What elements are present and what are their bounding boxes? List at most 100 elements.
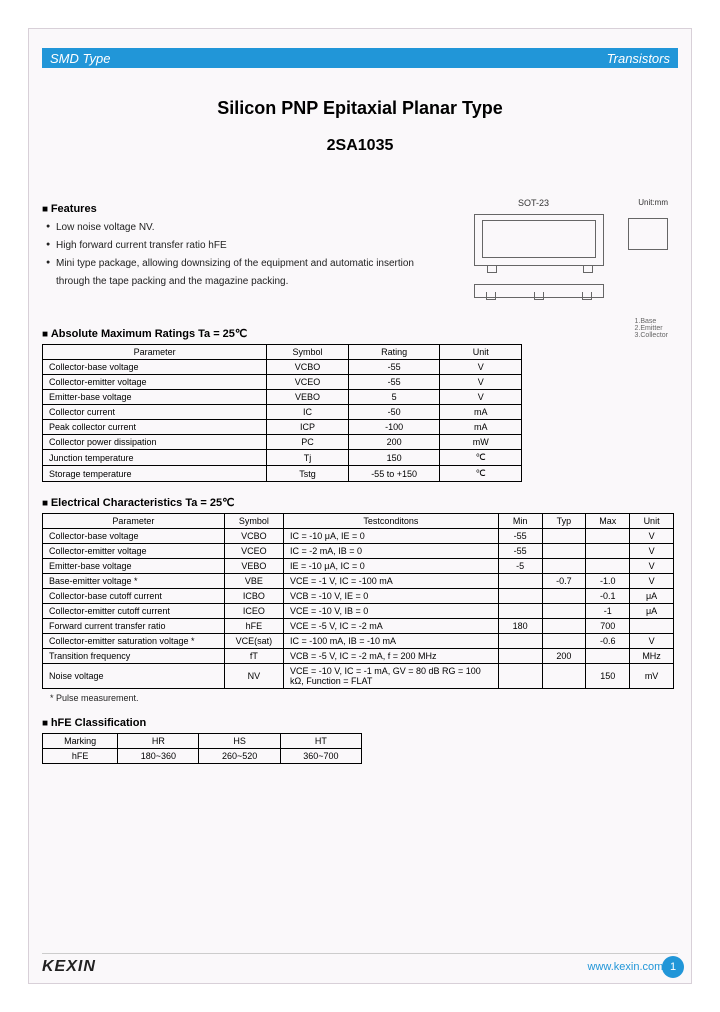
content: Silicon PNP Epitaxial Planar Type 2SA103… bbox=[42, 80, 678, 952]
cell bbox=[498, 574, 542, 589]
cell: -0.6 bbox=[586, 634, 630, 649]
cell: VBE bbox=[224, 574, 283, 589]
page-title: Silicon PNP Epitaxial Planar Type bbox=[42, 98, 678, 119]
cell: VCBO bbox=[224, 529, 283, 544]
abs-table: Parameter Symbol Rating Unit Collector-b… bbox=[42, 344, 522, 482]
table-row: Collector currentIC-50mA bbox=[43, 405, 522, 420]
col-header: HT bbox=[280, 734, 361, 749]
table-row: hFE 180~360 260~520 360~700 bbox=[43, 749, 362, 764]
table-row: Forward current transfer ratiohFEVCE = -… bbox=[43, 619, 674, 634]
cell bbox=[542, 634, 586, 649]
cell: Collector-emitter voltage bbox=[43, 544, 225, 559]
cell: Collector-base voltage bbox=[43, 360, 267, 375]
cell: Transition frequency bbox=[43, 649, 225, 664]
page-number: 1 bbox=[662, 956, 684, 978]
cell: VCE = -10 V, IB = 0 bbox=[284, 604, 499, 619]
pkg-side-rect bbox=[628, 218, 668, 250]
col-header: Typ bbox=[542, 514, 586, 529]
cell bbox=[498, 604, 542, 619]
cell: Collector current bbox=[43, 405, 267, 420]
cell: V bbox=[630, 544, 674, 559]
cell bbox=[542, 619, 586, 634]
cell: μA bbox=[630, 589, 674, 604]
cell: -50 bbox=[348, 405, 440, 420]
cell bbox=[630, 619, 674, 634]
cell: -55 bbox=[348, 360, 440, 375]
cell: V bbox=[440, 375, 522, 390]
cell: -100 bbox=[348, 420, 440, 435]
cell: VCEO bbox=[267, 375, 349, 390]
pulse-note: * Pulse measurement. bbox=[50, 693, 678, 703]
elec-table: Parameter Symbol Testconditons Min Typ M… bbox=[42, 513, 674, 689]
cell bbox=[586, 544, 630, 559]
elec-heading: Electrical Characteristics Ta = 25℃ bbox=[42, 496, 678, 509]
col-header: Testconditons bbox=[284, 514, 499, 529]
cell: hFE bbox=[224, 619, 283, 634]
cell: VCE(sat) bbox=[224, 634, 283, 649]
cell bbox=[498, 664, 542, 689]
cell: VEBO bbox=[267, 390, 349, 405]
cell: fT bbox=[224, 649, 283, 664]
cell: VCB = -10 V, IE = 0 bbox=[284, 589, 499, 604]
pkg-leg bbox=[582, 292, 592, 300]
table-row: Collector power dissipationPC200mW bbox=[43, 435, 522, 450]
cell: 180~360 bbox=[118, 749, 199, 764]
cell bbox=[542, 664, 586, 689]
cell: -5 bbox=[498, 559, 542, 574]
col-header: Marking bbox=[43, 734, 118, 749]
cell: VCB = -5 V, IC = -2 mA, f = 200 MHz bbox=[284, 649, 499, 664]
table-header-row: Parameter Symbol Testconditons Min Typ M… bbox=[43, 514, 674, 529]
cell: 360~700 bbox=[280, 749, 361, 764]
cell bbox=[542, 589, 586, 604]
table-row: Storage temperatureTstg-55 to +150℃ bbox=[43, 466, 522, 482]
pkg-top-inner bbox=[482, 220, 596, 258]
cell: Junction temperature bbox=[43, 450, 267, 466]
table-row: Collector-emitter voltageVCEOIC = -2 mA,… bbox=[43, 544, 674, 559]
feature-item: Mini type package, allowing downsizing o… bbox=[46, 255, 416, 291]
pkg-leg bbox=[487, 265, 497, 273]
cell: ℃ bbox=[440, 450, 522, 466]
table-row: Collector-emitter voltageVCEO-55V bbox=[43, 375, 522, 390]
cell: Emitter-base voltage bbox=[43, 559, 225, 574]
cell: Collector-base voltage bbox=[43, 529, 225, 544]
cell: Collector-base cutoff current bbox=[43, 589, 225, 604]
table-row: Collector-base voltageVCBOIC = -10 μA, I… bbox=[43, 529, 674, 544]
cell: IC = -100 mA, IB = -10 mA bbox=[284, 634, 499, 649]
cell bbox=[542, 559, 586, 574]
pkg-leg bbox=[583, 265, 593, 273]
cell: -55 bbox=[348, 375, 440, 390]
cell: 700 bbox=[586, 619, 630, 634]
table-row: Peak collector currentICP-100mA bbox=[43, 420, 522, 435]
cell: Collector power dissipation bbox=[43, 435, 267, 450]
cell bbox=[498, 589, 542, 604]
cell: mA bbox=[440, 420, 522, 435]
table-header-row: Marking HR HS HT bbox=[43, 734, 362, 749]
col-header: Min bbox=[498, 514, 542, 529]
cell: IE = -10 μA, IC = 0 bbox=[284, 559, 499, 574]
cell bbox=[542, 529, 586, 544]
cell: μA bbox=[630, 604, 674, 619]
pkg-leg bbox=[486, 292, 496, 300]
col-header: Rating bbox=[348, 345, 440, 360]
cell: -55 bbox=[498, 544, 542, 559]
package-name: SOT-23 bbox=[518, 198, 549, 208]
cell bbox=[542, 544, 586, 559]
cell bbox=[498, 634, 542, 649]
header-bar: SMD Type Transistors bbox=[42, 48, 678, 68]
table-row: Noise voltageNVVCE = -10 V, IC = -1 mA, … bbox=[43, 664, 674, 689]
cell bbox=[586, 529, 630, 544]
cell: VCEO bbox=[224, 544, 283, 559]
cell: Noise voltage bbox=[43, 664, 225, 689]
cell: ICBO bbox=[224, 589, 283, 604]
pkg-side-view bbox=[628, 218, 668, 258]
cell: Tj bbox=[267, 450, 349, 466]
cell: 150 bbox=[348, 450, 440, 466]
cell: hFE bbox=[43, 749, 118, 764]
table-row: Base-emitter voltage *VBEVCE = -1 V, IC … bbox=[43, 574, 674, 589]
cell: Forward current transfer ratio bbox=[43, 619, 225, 634]
cell: Tstg bbox=[267, 466, 349, 482]
cell: mV bbox=[630, 664, 674, 689]
pkg-front-view bbox=[474, 284, 604, 314]
cell: mW bbox=[440, 435, 522, 450]
header-left: SMD Type bbox=[50, 51, 110, 66]
